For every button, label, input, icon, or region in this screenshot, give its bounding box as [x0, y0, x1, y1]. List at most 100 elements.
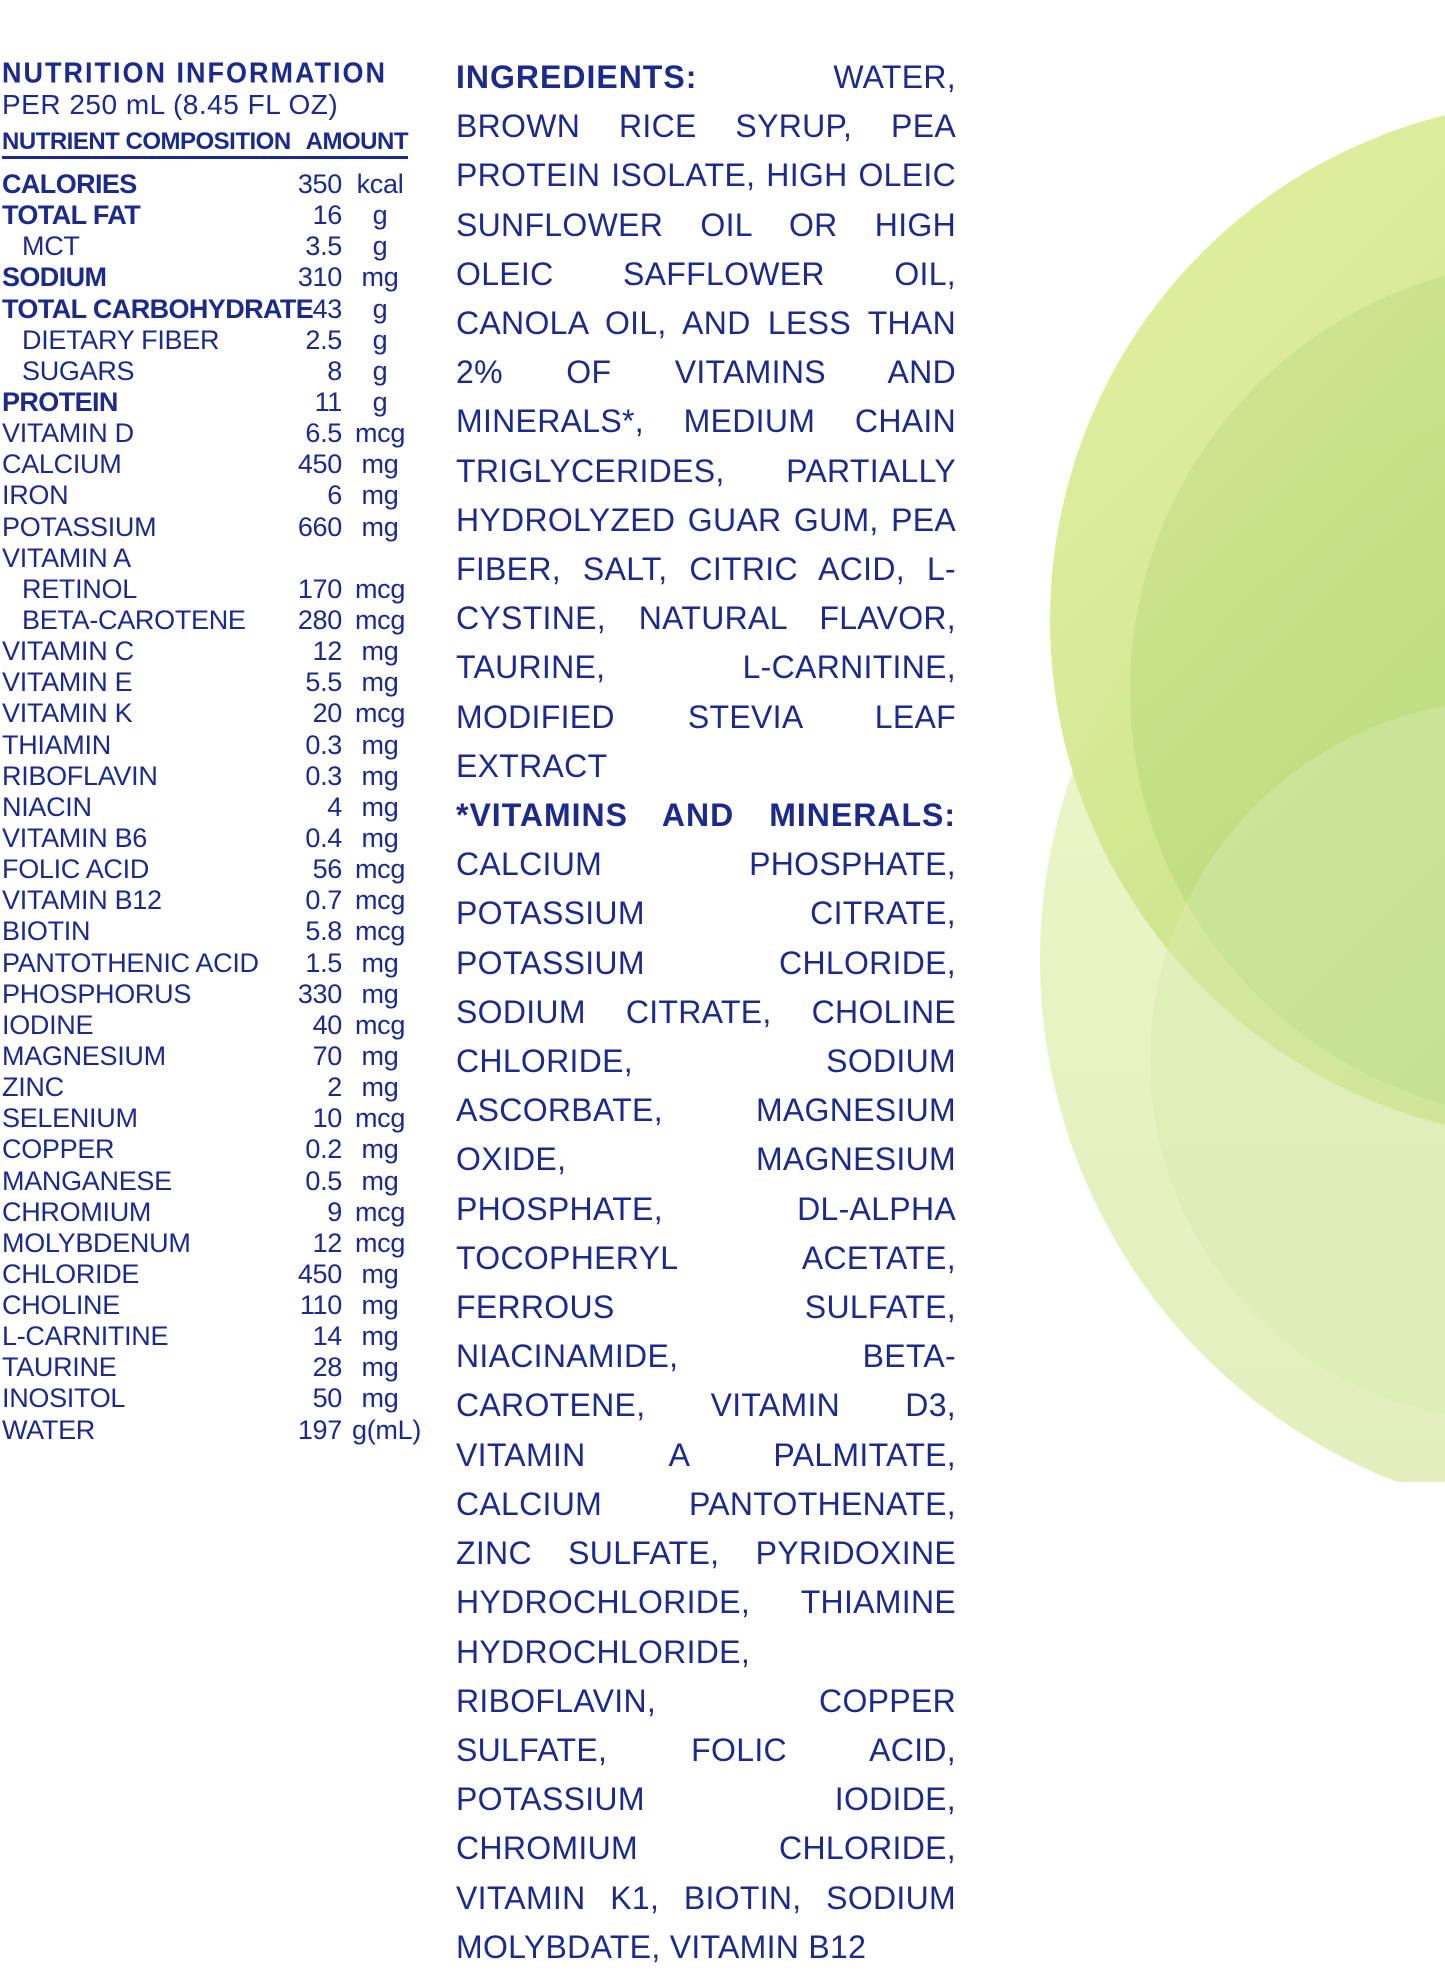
nutrient-amount: 0.7 — [305, 885, 342, 916]
nutrient-name: NIACIN — [2, 791, 92, 822]
nutrient-amount: 10 — [312, 1103, 343, 1134]
nutrient-amount: 310 — [297, 262, 342, 293]
nutrition-title: NUTRITION INFORMATION — [2, 57, 387, 89]
nutrient-name: POTASSIUM — [2, 511, 157, 542]
nutrient-name: SELENIUM — [2, 1103, 138, 1134]
table-row: RETINOL 170 mcg — [2, 574, 412, 605]
nutrient-unit: mg — [361, 1040, 399, 1071]
table-row: PROTEIN 11 g — [2, 387, 412, 418]
col-amount-header: AMOUNT — [305, 128, 409, 155]
nutrient-amount: 9 — [327, 1196, 342, 1227]
table-row: TOTAL FAT 16 g — [2, 200, 412, 231]
nutrient-unit: mcg — [354, 885, 406, 916]
table-row: NIACIN 4 mg — [2, 792, 412, 823]
nutrient-amount: 43 — [312, 293, 343, 324]
table-row: CHROMIUM 9 mcg — [2, 1197, 412, 1228]
table-row: VITAMIN E 5.5 mg — [2, 667, 412, 698]
ingredients-block: INGREDIENTS: WATER, BROWN RICE SYRUP, PE… — [456, 53, 956, 1972]
table-row: MOLYBDENUM 12 mcg — [2, 1228, 412, 1259]
ingredients-label: INGREDIENTS: — [456, 59, 698, 95]
nutrient-unit: mcg — [354, 573, 406, 604]
nutrient-amount: 5.8 — [305, 916, 342, 947]
nutrient-amount: 12 — [312, 636, 343, 667]
nutrient-amount: 110 — [299, 1290, 342, 1321]
nutrient-name: VITAMIN E — [2, 667, 133, 698]
nutrient-name: TAURINE — [2, 1352, 117, 1383]
nutrient-unit: g — [372, 293, 388, 324]
table-row: WATER 197 g(mL) — [2, 1414, 422, 1446]
col-nutrient-header: NUTRIENT COMPOSITION — [2, 128, 291, 155]
nutrient-amount: 4 — [327, 791, 342, 822]
nutrient-name: INOSITOL — [2, 1383, 126, 1414]
table-row: CHLORIDE 450 mg — [2, 1259, 412, 1290]
nutrient-amount: 170 — [297, 573, 342, 604]
nutrient-amount: 70 — [312, 1040, 343, 1071]
nutrient-unit: mcg — [354, 698, 406, 729]
nutrient-name: MOLYBDENUM — [2, 1227, 191, 1258]
nutrient-unit: mg — [361, 1258, 399, 1289]
nutrient-unit: mcg — [354, 604, 406, 635]
nutrient-amount: 6.5 — [305, 418, 342, 449]
nutrient-unit: mg — [361, 760, 399, 791]
nutrient-amount: 450 — [297, 1258, 342, 1289]
nutrient-unit: mg — [361, 511, 399, 542]
vitamins-minerals-text: CALCIUM PHOSPHATE, POTASSIUM CITRATE, PO… — [456, 846, 956, 1965]
nutrient-amount: 50 — [312, 1383, 343, 1414]
nutrient-unit: mg — [361, 1165, 399, 1196]
nutrient-amount: 450 — [297, 449, 342, 480]
table-row: VITAMIN C 12 mg — [2, 636, 412, 667]
nutrient-unit: mg — [361, 791, 399, 822]
nutrient-amount: 11 — [314, 386, 343, 417]
table-row: COPPER 0.2 mg — [2, 1134, 412, 1165]
nutrient-amount: 2.5 — [305, 324, 342, 355]
nutrient-unit: mg — [361, 667, 399, 698]
table-row: IODINE 40 mcg — [2, 1010, 412, 1041]
nutrient-unit: g — [372, 231, 388, 262]
table-row: PANTOTHENIC ACID 1.5 mg — [2, 948, 412, 979]
table-row: CHOLINE 110 mg — [2, 1290, 412, 1321]
nutrient-unit: g — [372, 200, 388, 231]
nutrient-unit: mg — [361, 262, 399, 293]
nutrient-amount: 40 — [312, 1009, 343, 1040]
table-row: VITAMIN K 20 mcg — [2, 698, 412, 729]
nutrient-name: BETA-CAROTENE — [22, 604, 246, 635]
nutrient-unit: mg — [361, 947, 399, 978]
table-row: TOTAL CARBOHYDRATE 43 g — [2, 294, 412, 325]
nutrient-name: VITAMIN D — [2, 418, 134, 449]
nutrient-unit: mg — [361, 978, 399, 1009]
nutrient-amount: 2 — [327, 1072, 342, 1103]
nutrient-amount: 0.3 — [305, 760, 342, 791]
nutrient-name: CALORIES — [2, 169, 137, 199]
table-row: RIBOFLAVIN 0.3 mg — [2, 761, 412, 792]
nutrient-unit: mcg — [354, 1196, 406, 1227]
table-row: SUGARS 8 g — [2, 356, 412, 387]
nutrient-unit: mg — [361, 1072, 399, 1103]
nutrient-amount: 350 — [297, 169, 342, 199]
nutrient-unit: g — [372, 355, 388, 386]
nutrient-name: MANGANESE — [2, 1165, 172, 1196]
table-row: VITAMIN B6 0.4 mg — [2, 823, 412, 854]
table-row: PHOSPHORUS 330 mg — [2, 979, 412, 1010]
nutrient-unit: mg — [361, 1321, 399, 1352]
nutrient-amount: 16 — [312, 200, 343, 231]
nutrient-unit: mg — [361, 636, 399, 667]
table-row: TAURINE 28 mg — [2, 1352, 412, 1383]
table-row: VITAMIN D 6.5 mcg — [2, 418, 412, 449]
ingredients-text: WATER, BROWN RICE SYRUP, PEA PROTEIN ISO… — [456, 59, 956, 784]
table-row: MCT 3.5 g — [2, 231, 412, 262]
nutrient-amount: 12 — [312, 1227, 343, 1258]
nutrient-name: IODINE — [2, 1009, 94, 1040]
nutrient-name: VITAMIN K — [2, 698, 133, 729]
nutrient-unit: mcg — [354, 854, 406, 885]
nutrient-name: BIOTIN — [2, 916, 91, 947]
table-row: DIETARY FIBER 2.5 g — [2, 325, 412, 356]
table-row: POTASSIUM 660 mg — [2, 512, 412, 543]
nutrition-table-header: NUTRIENT COMPOSITION AMOUNT — [2, 122, 409, 159]
table-row: FOLIC ACID 56 mcg — [2, 854, 412, 885]
nutrient-unit: g(mL) — [352, 1414, 422, 1445]
nutrient-name: ZINC — [2, 1072, 64, 1103]
nutrient-unit: g — [372, 386, 388, 417]
table-row: CALORIES 350 kcal — [2, 169, 412, 200]
table-row: VITAMIN A — [2, 543, 412, 574]
nutrient-name: COPPER — [2, 1134, 115, 1165]
